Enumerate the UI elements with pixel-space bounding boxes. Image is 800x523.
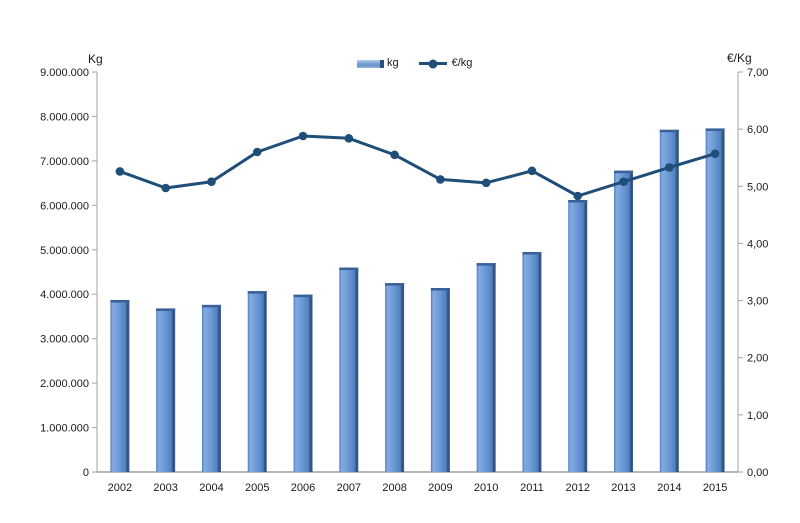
price-marker-2009: [436, 175, 445, 184]
left-axis-title: Kg: [88, 52, 103, 66]
x-axis-label-2015: 2015: [703, 482, 727, 494]
left-axis-tick-label: 6.000.000: [40, 200, 89, 212]
x-axis-label-2010: 2010: [474, 482, 498, 494]
legend-item-kg: kg: [357, 58, 399, 69]
bar-cap-2012: [568, 200, 588, 203]
legend-label-eur-per-kg: €/kg: [451, 57, 473, 69]
bar-cap-2014: [659, 129, 679, 133]
bar-swatch-icon: [357, 59, 384, 68]
price-marker-2007: [344, 133, 354, 143]
x-axis-label-2011: 2011: [520, 482, 544, 494]
bar-cap-2003: [156, 308, 176, 311]
price-marker-2006: [298, 131, 308, 141]
x-axis-label-2008: 2008: [382, 482, 406, 494]
x-axis-label-2006: 2006: [291, 482, 315, 494]
left-axis-tick-label: 9.000.000: [40, 67, 89, 79]
price-marker-2004: [207, 177, 216, 187]
price-marker-2014: [665, 163, 674, 172]
bar-2015: [705, 128, 725, 472]
price-marker-2002: [115, 167, 125, 176]
x-axis-label-2012: 2012: [566, 482, 590, 494]
left-axis-tick-label: 1.000.000: [40, 423, 89, 435]
bar-2012: [568, 200, 588, 472]
bar-2002: [110, 300, 130, 472]
price-marker-2008: [390, 150, 399, 160]
right-axis-tick-label: 3,00: [747, 296, 768, 308]
bar-cap-2015: [705, 128, 725, 131]
bar-2009: [430, 288, 450, 472]
price-marker-2015: [710, 149, 720, 159]
right-axis-tick-label: 0,00: [747, 467, 768, 479]
right-axis-title: €/Kg: [727, 51, 752, 65]
price-line: [118, 134, 717, 198]
left-axis-tick-label: 8.000.000: [40, 111, 89, 123]
bar-2007: [339, 267, 359, 472]
x-axis-label-2003: 2003: [153, 482, 177, 494]
x-axis-label-2014: 2014: [657, 482, 681, 494]
x-axis-label-2007: 2007: [337, 482, 361, 494]
price-marker-2003: [161, 183, 170, 193]
right-axis-tick-label: 1,00: [747, 410, 768, 422]
left-axis-tick-label: 4.000.000: [40, 289, 89, 301]
bar-cap-2008: [385, 283, 405, 286]
x-axis-label-2013: 2013: [611, 482, 635, 494]
x-axis-label-2004: 2004: [199, 482, 223, 494]
bar-cap-2007: [339, 267, 359, 271]
bar-cap-2002: [110, 300, 130, 303]
left-axis-tick-label: 5.000.000: [40, 245, 89, 257]
bar-2003: [156, 308, 176, 472]
bar-2004: [201, 304, 221, 472]
bar-cap-2006: [293, 294, 313, 298]
bar-2014: [659, 129, 679, 472]
price-marker-2013: [619, 177, 628, 187]
legend-label-kg: kg: [387, 57, 399, 69]
bar-2005: [247, 291, 267, 472]
price-marker-2011: [527, 166, 537, 176]
bar-cap-2009: [430, 288, 450, 291]
bar-2006: [293, 294, 313, 472]
right-axis-tick-label: 2,00: [747, 353, 768, 365]
bar-2008: [385, 283, 405, 472]
left-axis-tick-label: 7.000.000: [40, 156, 89, 168]
left-axis-tick-label: 0: [83, 467, 89, 479]
bar-cap-2010: [476, 263, 496, 266]
price-marker-2005: [252, 147, 262, 157]
x-axis-label-2009: 2009: [428, 482, 452, 494]
x-axis-label-2005: 2005: [245, 482, 269, 494]
x-axis-label-2002: 2002: [108, 482, 132, 494]
bar-2010: [476, 263, 496, 472]
bar-cap-2005: [247, 291, 267, 294]
price-marker-2010: [481, 178, 491, 188]
right-axis-tick-label: 5,00: [747, 181, 768, 193]
price-marker-2012: [573, 191, 583, 201]
bar-cap-2004: [201, 304, 221, 308]
bar-cap-2011: [522, 252, 542, 255]
right-axis-tick-label: 7,00: [747, 67, 768, 79]
right-axis-tick-label: 4,00: [747, 238, 768, 250]
bar-2013: [614, 170, 634, 472]
left-axis-tick-label: 2.000.000: [40, 378, 89, 390]
right-axis-tick-label: 6,00: [747, 124, 768, 136]
left-axis-tick-label: 3.000.000: [40, 334, 89, 346]
legend-item-eur-per-kg: €/kg: [418, 57, 473, 69]
bar-cap-2013: [614, 170, 634, 174]
line-marker-icon: [428, 59, 438, 68]
legend: kg €/kg: [357, 58, 472, 69]
line-swatch-icon: [418, 59, 447, 68]
bar-2011: [522, 252, 542, 472]
